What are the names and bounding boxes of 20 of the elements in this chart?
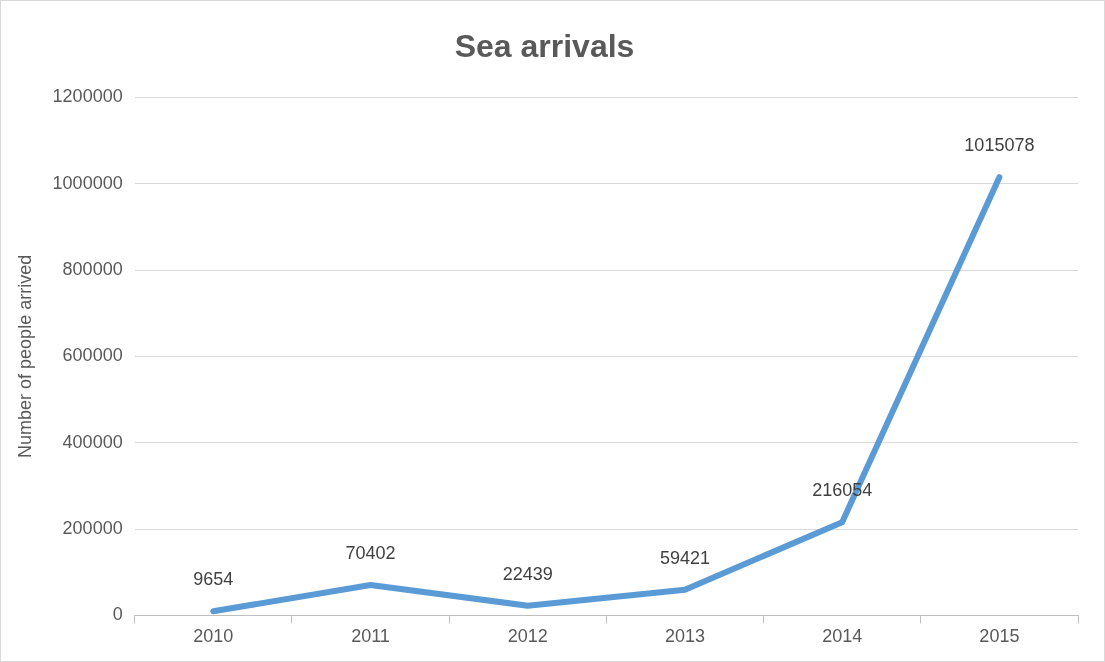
y-tick-label: 800000 [62,259,123,280]
data-label: 1015078 [964,135,1035,156]
y-axis-title: Number of people arrived [14,254,35,458]
data-label: 70402 [345,542,396,563]
y-tick-label: 200000 [62,518,123,539]
x-tick-label: 2011 [351,626,390,647]
x-tick-label: 2012 [507,626,548,647]
chart-title: Sea arrivals [454,28,635,65]
data-label: 22439 [502,563,553,584]
x-tick-label: 2014 [822,626,863,647]
x-tick-label: 2013 [664,626,705,647]
y-tick-label: 0 [112,604,123,625]
y-tick-label: 1200000 [52,86,123,107]
x-tick-label: 2010 [193,626,234,647]
data-label: 9654 [193,569,234,590]
x-tick-label: 2015 [979,626,1020,647]
y-tick-label: 400000 [62,431,123,452]
y-tick-label: 1000000 [52,172,123,193]
data-label: 59421 [659,547,710,568]
y-tick-label: 600000 [62,345,123,366]
